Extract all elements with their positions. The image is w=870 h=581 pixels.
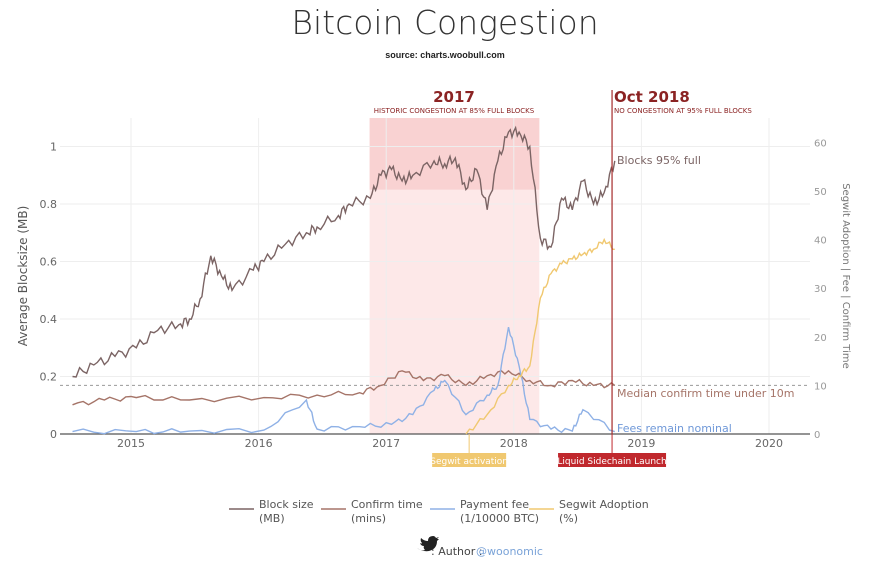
y-tick-label: 0: [50, 428, 57, 441]
twitter-icon: [417, 536, 439, 552]
liquid-launch-badge: [558, 453, 667, 467]
y-tick-label: 1: [50, 141, 57, 154]
series-line-1: [72, 369, 616, 406]
annotation-oct2018-text: NO CONGESTION AT 95% FULL BLOCKS: [614, 107, 752, 115]
annotation-2017-text: HISTORIC CONGESTION AT 85% FULL BLOCKS: [374, 107, 535, 115]
legend-label: Segwit Adoption: [559, 498, 649, 511]
series-line-2: [72, 326, 615, 435]
segwit-activation-badge: [432, 453, 507, 467]
legend-unit: (%): [559, 512, 578, 525]
series-group: [72, 125, 616, 435]
y2-tick-label: 30: [814, 284, 827, 295]
y-tick-label: 0.6: [40, 256, 58, 269]
y-tick-label: 0.4: [40, 313, 58, 326]
y2-tick-label: 20: [814, 333, 827, 344]
annotations: 2017 HISTORIC CONGESTION AT 85% FULL BLO…: [16, 88, 851, 467]
y-axis-label: Average Blocksize (MB): [16, 206, 30, 347]
legend-unit: (MB): [259, 512, 285, 525]
y-tick-label: 0.8: [40, 198, 58, 211]
annotation-oct2018-heading: Oct 2018: [614, 88, 690, 106]
fees-label: Fees remain nominal: [617, 422, 732, 435]
liquid-launch-label: Liquid Sidechain Launch: [557, 457, 666, 467]
x-tick-label: 2019: [627, 437, 655, 450]
legend-unit: (mins): [351, 512, 386, 525]
x-tick-label: 2020: [755, 437, 783, 450]
chart-title: Bitcoin Congestion: [291, 3, 598, 42]
author-label: : Author :: [431, 545, 482, 558]
x-tick-label: 2016: [245, 437, 273, 450]
y-tick-label: 0.2: [40, 371, 58, 384]
legend-label: Confirm time: [351, 498, 423, 511]
y2-tick-label: 40: [814, 236, 827, 247]
y2-tick-label: 10: [814, 381, 827, 392]
x-tick-label: 2018: [500, 437, 528, 450]
y2-axis-label: Segwit Adoption | Fee | Confirm Time: [840, 183, 851, 369]
annotation-2017-heading: 2017: [433, 88, 475, 106]
author-handle-link[interactable]: @woonomic: [476, 545, 543, 558]
legend-label: Block size: [259, 498, 314, 511]
y2-tick-label: 0: [814, 430, 820, 441]
series-line-3: [465, 237, 615, 435]
legend-unit: (1/10000 BTC): [460, 512, 539, 525]
y2-tick-label: 60: [814, 138, 827, 149]
confirm-time-label: Median confirm time under 10m: [617, 387, 795, 400]
series-line-0: [72, 125, 616, 378]
legend: Block size(MB) Confirm time(mins) Payment …: [229, 498, 649, 525]
x-tick-label: 2017: [372, 437, 400, 450]
footer: : Author : @woonomic: [417, 536, 543, 558]
legend-label: Payment fee: [460, 498, 529, 511]
chart-subtitle: source: charts.woobull.com: [385, 50, 505, 60]
segwit-activation-label: Segwit activation: [430, 457, 508, 467]
x-tick-label: 2015: [117, 437, 145, 450]
blocks-full-label: Blocks 95% full: [617, 154, 701, 167]
y2-tick-label: 50: [814, 187, 827, 198]
